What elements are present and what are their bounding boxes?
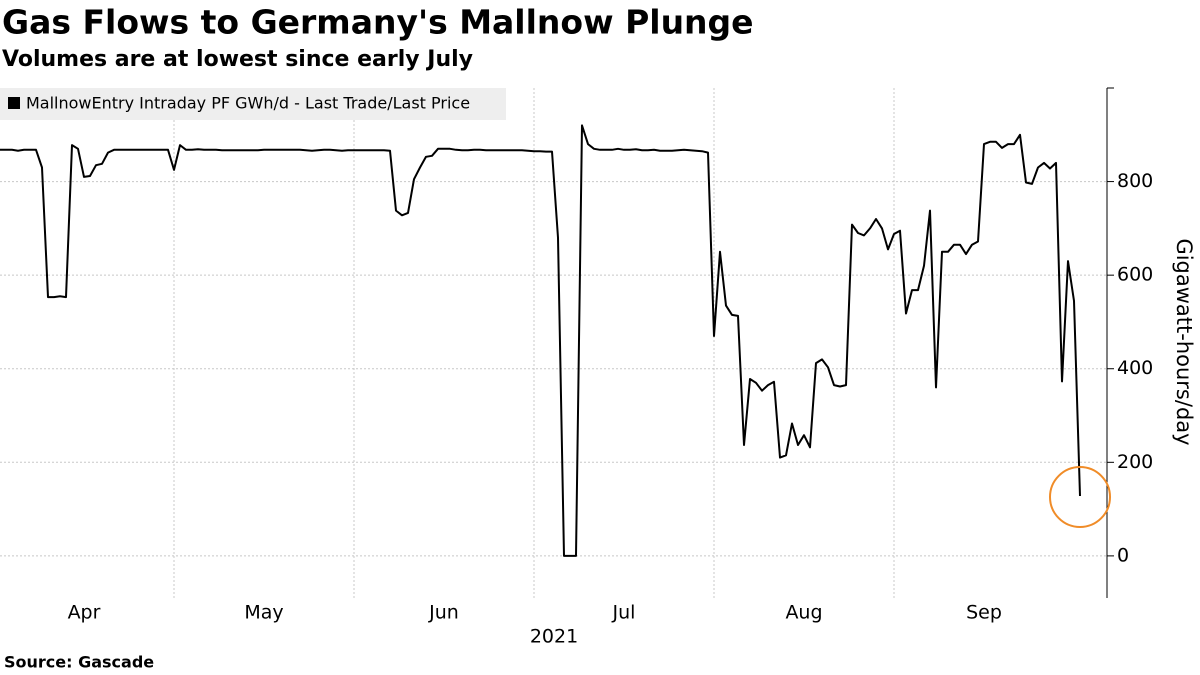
x-tick-label: Sep bbox=[966, 602, 1002, 624]
y-tick-label: 600 bbox=[1117, 264, 1153, 286]
y-axis-label: Gigawatt-hours/day bbox=[1172, 238, 1196, 445]
data-line bbox=[0, 124, 1081, 557]
legend-swatch bbox=[8, 97, 20, 109]
chart-title: Gas Flows to Germany's Mallnow Plunge bbox=[2, 3, 754, 42]
legend-box bbox=[0, 88, 506, 120]
y-tick-label: 400 bbox=[1117, 357, 1153, 379]
x-axis-label: 2021 bbox=[530, 626, 578, 648]
x-tick-label: Jul bbox=[612, 602, 636, 624]
highlight-circle bbox=[1049, 466, 1111, 528]
x-tick-label: Jun bbox=[428, 602, 459, 624]
y-tick-label: 0 bbox=[1117, 544, 1129, 566]
x-tick-label: May bbox=[244, 602, 283, 624]
y-tick-label: 800 bbox=[1117, 170, 1153, 192]
y-tick-label: 200 bbox=[1117, 451, 1153, 473]
source: Source: Gascade bbox=[4, 653, 154, 672]
legend-label: MallnowEntry Intraday PF GWh/d - Last Tr… bbox=[26, 94, 470, 113]
plot-area: 0 200 400 600 800 Apr May Jun Jul Aug Sep bbox=[0, 87, 1153, 624]
x-tick-label: Aug bbox=[785, 602, 822, 624]
chart-subtitle: Volumes are at lowest since early July bbox=[2, 47, 473, 72]
x-tick-label: Apr bbox=[68, 602, 101, 624]
